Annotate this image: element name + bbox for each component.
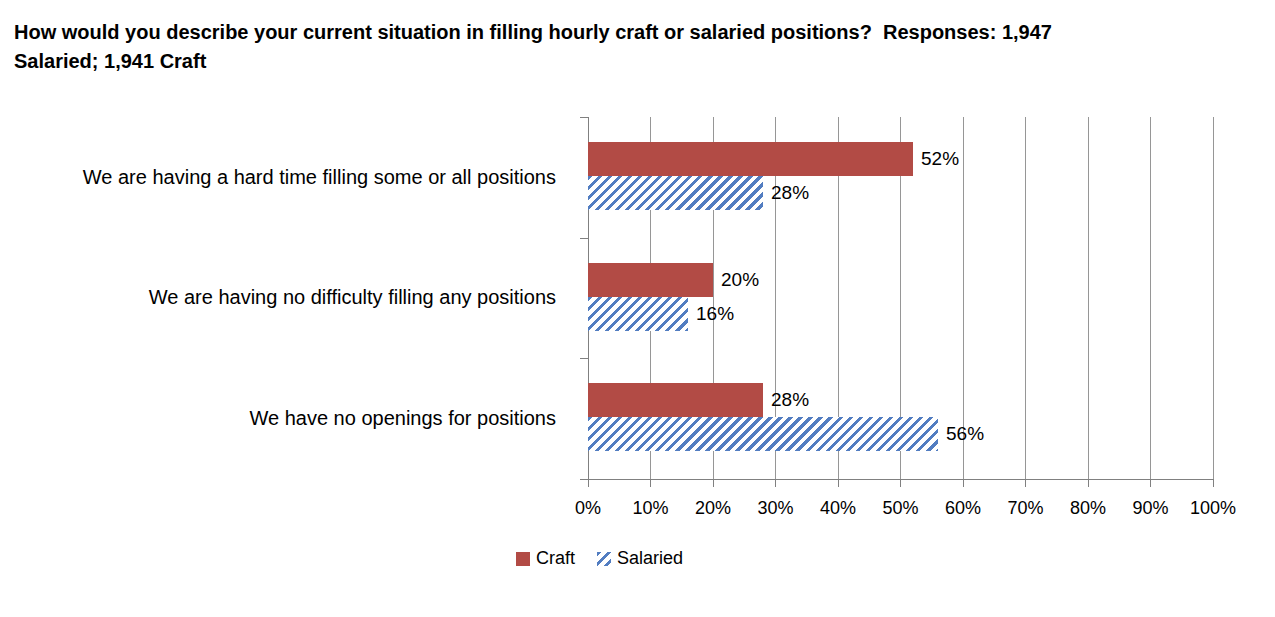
y-axis-tick — [580, 238, 588, 239]
y-axis-tick — [580, 117, 588, 118]
bar-craft — [588, 263, 713, 297]
category-label: We are having a hard time filling some o… — [0, 117, 570, 238]
x-tick-label: 80% — [1070, 498, 1106, 519]
bar-craft — [588, 142, 913, 176]
legend-swatch-salaried-icon — [597, 552, 611, 566]
x-tick-label: 90% — [1132, 498, 1168, 519]
bar-salaried — [588, 176, 763, 210]
x-tick-label: 20% — [695, 498, 731, 519]
data-label: 28% — [771, 176, 809, 210]
x-axis-tick — [1213, 479, 1214, 487]
x-axis-tick — [588, 479, 589, 487]
x-tick-label: 60% — [945, 498, 981, 519]
data-label: 28% — [771, 383, 809, 417]
gridline — [1088, 117, 1089, 479]
x-axis-tick — [963, 479, 964, 487]
gridline — [1213, 117, 1214, 479]
data-label: 20% — [721, 263, 759, 297]
plot-area: 0%10%20%30%40%50%60%70%80%90%100%52%28%2… — [588, 117, 1213, 479]
x-axis-tick — [713, 479, 714, 487]
chart-title: How would you describe your current situ… — [14, 18, 1266, 76]
x-axis-tick — [838, 479, 839, 487]
x-tick-label: 30% — [757, 498, 793, 519]
x-axis-tick — [900, 479, 901, 487]
y-axis-tick — [580, 358, 588, 359]
category-label: We are having no difficulty filling any … — [0, 238, 570, 359]
bar-salaried — [588, 297, 688, 331]
legend: Craft Salaried — [516, 548, 683, 569]
x-tick-label: 70% — [1007, 498, 1043, 519]
bar-craft — [588, 383, 763, 417]
x-axis-tick — [650, 479, 651, 487]
data-label: 16% — [696, 297, 734, 331]
x-tick-label: 0% — [575, 498, 601, 519]
x-tick-label: 40% — [820, 498, 856, 519]
x-tick-label: 100% — [1190, 498, 1236, 519]
chart: How would you describe your current situ… — [0, 0, 1275, 617]
x-axis-tick — [1025, 479, 1026, 487]
legend-label: Craft — [536, 548, 575, 569]
legend-item-salaried: Salaried — [597, 548, 683, 569]
bar-salaried — [588, 417, 938, 451]
category-label: We have no openings for positions — [0, 358, 570, 479]
gridline — [1150, 117, 1151, 479]
category-axis: We are having a hard time filling some o… — [0, 117, 570, 479]
x-axis-line — [580, 479, 1213, 480]
legend-item-craft: Craft — [516, 548, 575, 569]
x-axis-tick — [1088, 479, 1089, 487]
legend-label: Salaried — [617, 548, 683, 569]
x-axis-tick — [775, 479, 776, 487]
x-axis-tick — [1150, 479, 1151, 487]
gridline — [1025, 117, 1026, 479]
legend-swatch-craft-icon — [516, 552, 530, 566]
x-tick-label: 50% — [882, 498, 918, 519]
x-tick-label: 10% — [632, 498, 668, 519]
data-label: 52% — [921, 142, 959, 176]
data-label: 56% — [946, 417, 984, 451]
